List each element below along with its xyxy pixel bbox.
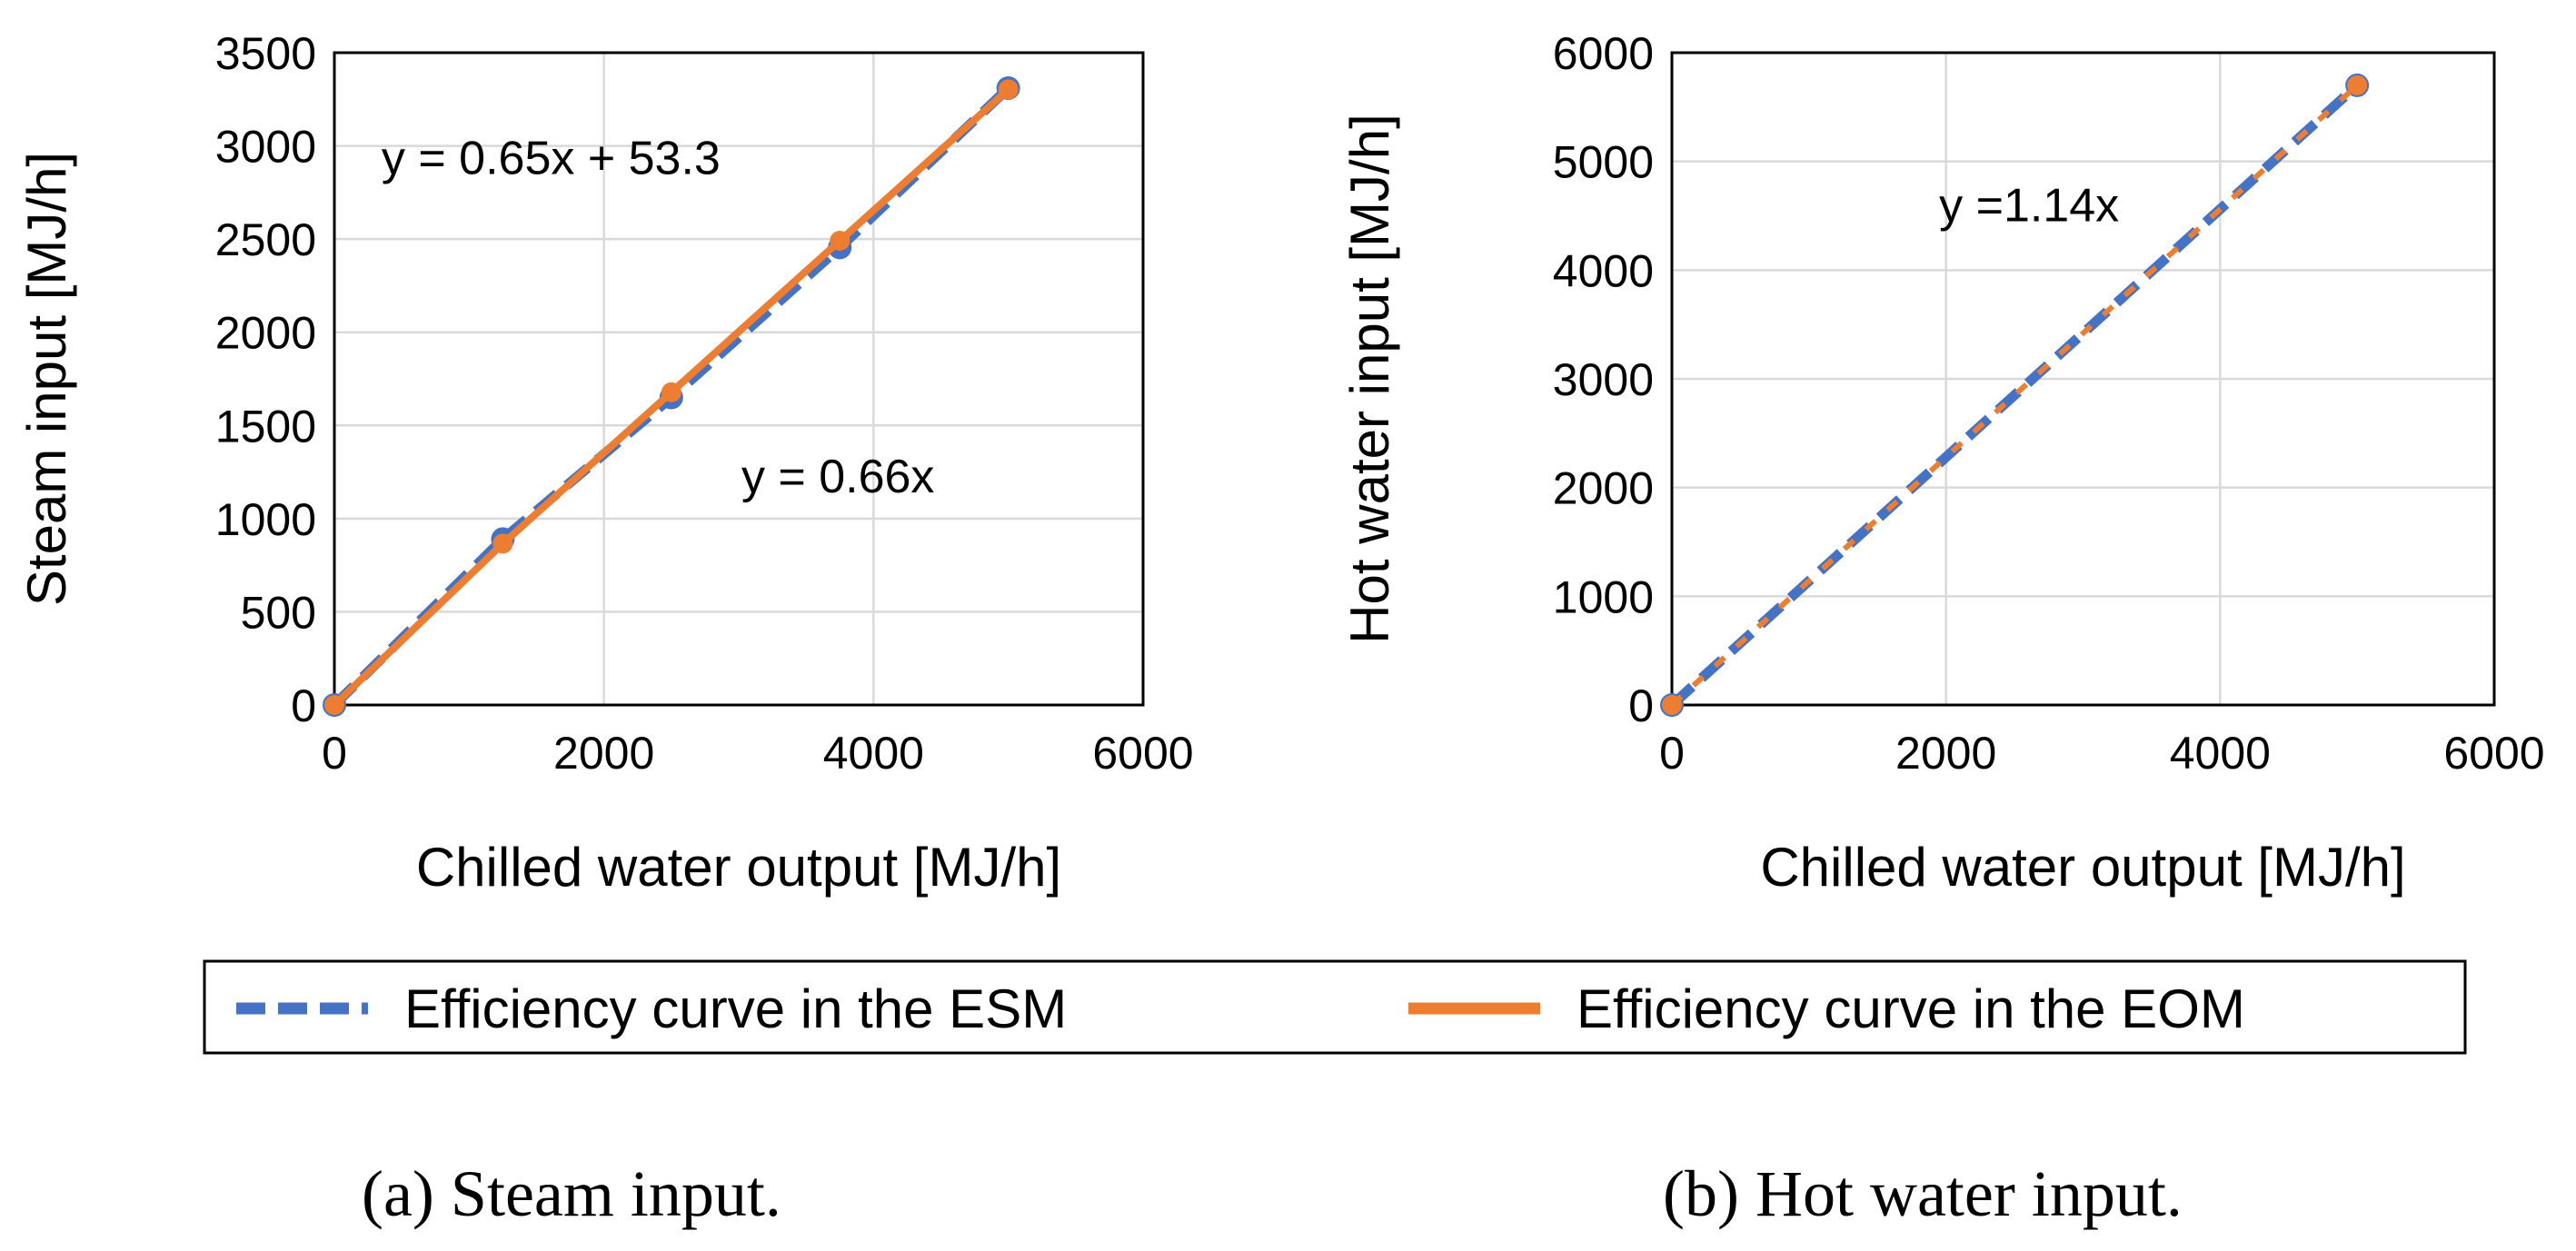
- chart-hot-water-input: 0 1000 2000 3000 4000 5000 6000 0 2000 4000 6000 Ch…: [1339, 28, 2545, 898]
- legend-esm-label: Efficiency curve in the ESM: [404, 978, 1067, 1039]
- x-tick-label: 0: [322, 728, 347, 779]
- eom-data-point: [492, 533, 513, 554]
- y-tick-label: 1500: [215, 401, 316, 452]
- legend-box: [203, 959, 2467, 1055]
- eom-data-point: [324, 695, 344, 715]
- eom-data-point: [2347, 74, 2368, 95]
- x-tick-label: 6000: [1092, 728, 1193, 779]
- eom-series-line: [1669, 83, 2360, 708]
- legend: Efficiency curve in the ESM Efficiency c…: [203, 959, 2467, 1055]
- eom-data-point: [830, 230, 850, 251]
- trendline-equation: y =1.14x: [1939, 179, 2119, 232]
- caption-a: (a) Steam input.: [362, 1157, 781, 1230]
- y-axis-title: Hot water input [MJ/h]: [1339, 114, 1400, 644]
- y-axis-title: Steam input [MJ/h]: [16, 152, 77, 606]
- plot-frame: [1670, 51, 2496, 707]
- chart-steam-input: 0 500 1000 1500 2000 2500 3000 3500 0 2000 4000 600…: [16, 28, 1194, 898]
- x-axis-title: Chilled water output [MJ/h]: [416, 837, 1061, 898]
- eom-data-point: [1662, 695, 1682, 715]
- y-tick-label: 1000: [1553, 571, 1654, 622]
- y-tick-label: 3000: [1553, 354, 1654, 405]
- y-tick-label: 4000: [1553, 245, 1654, 296]
- y-tick-label: 5000: [1553, 137, 1654, 188]
- plot-frame: [333, 51, 1145, 707]
- y-tick-label: 6000: [1553, 28, 1654, 79]
- y-tick-label: 2000: [215, 308, 316, 359]
- y-tick-label: 0: [1628, 680, 1654, 731]
- y-tick-label: 2500: [215, 214, 316, 265]
- trendline-equation: y = 0.65x + 53.3: [382, 132, 721, 184]
- trendline-equation: y = 0.66x: [741, 451, 934, 503]
- y-tick-label: 2000: [1553, 463, 1654, 514]
- esm-series-line: [1668, 81, 2361, 710]
- x-tick-label: 4000: [823, 728, 924, 779]
- x-tick-label: 2000: [553, 728, 654, 779]
- eom-data-point: [661, 382, 681, 402]
- caption-b: (b) Hot water input.: [1663, 1157, 2183, 1230]
- x-tick-label: 0: [1659, 728, 1685, 779]
- y-tick-label: 3000: [215, 122, 316, 173]
- y-tick-label: 500: [241, 587, 316, 638]
- legend-eom-label: Efficiency curve in the EOM: [1576, 978, 2245, 1039]
- x-tick-label: 4000: [2170, 728, 2271, 779]
- x-tick-label: 6000: [2443, 728, 2544, 779]
- y-tick-label: 0: [291, 680, 316, 731]
- eom-data-point: [998, 79, 1019, 100]
- y-tick-label: 1000: [215, 494, 316, 545]
- y-tick-label: 3500: [215, 28, 316, 79]
- x-tick-label: 2000: [1895, 728, 1996, 779]
- x-axis-title: Chilled water output [MJ/h]: [1760, 837, 2405, 898]
